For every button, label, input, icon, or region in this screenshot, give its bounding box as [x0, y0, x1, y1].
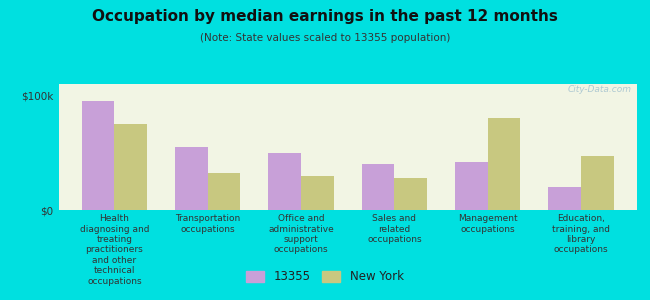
Bar	[581, 156, 614, 210]
Legend: 13355, New York: 13355, New York	[242, 266, 408, 288]
Bar	[268, 153, 301, 210]
Bar	[395, 178, 427, 210]
Bar	[455, 162, 488, 210]
Bar	[362, 164, 395, 210]
Text: City-Data.com: City-Data.com	[567, 85, 631, 94]
Bar	[175, 147, 208, 210]
Bar	[114, 124, 147, 210]
Bar	[488, 118, 521, 210]
Text: Occupation by median earnings in the past 12 months: Occupation by median earnings in the pas…	[92, 9, 558, 24]
Bar	[208, 173, 240, 210]
Bar	[301, 176, 333, 210]
Text: (Note: State values scaled to 13355 population): (Note: State values scaled to 13355 popu…	[200, 33, 450, 43]
Bar	[82, 101, 114, 210]
Bar	[549, 187, 581, 210]
